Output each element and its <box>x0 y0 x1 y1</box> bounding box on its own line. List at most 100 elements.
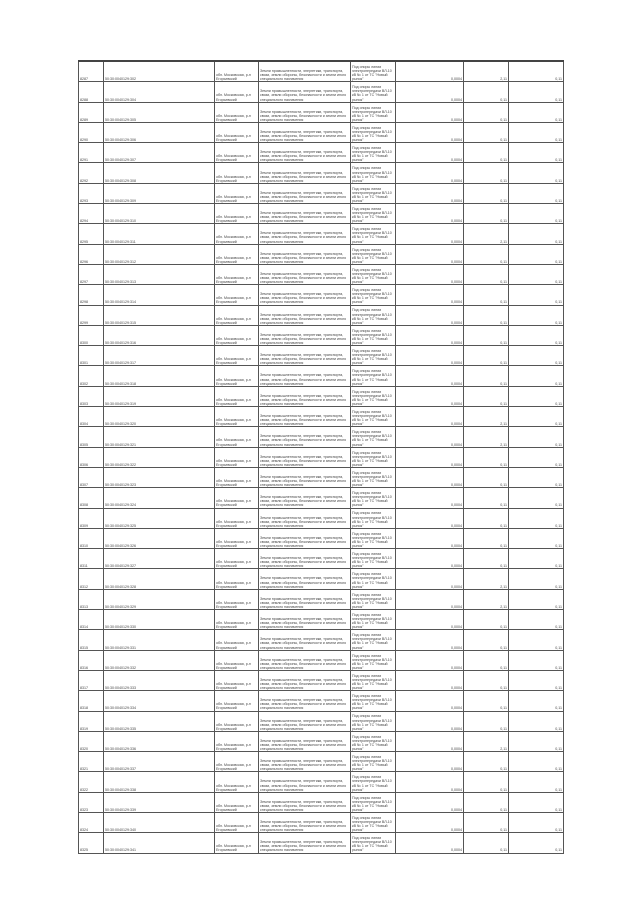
value-b: 0,11 <box>508 345 564 367</box>
row-number: 8295 <box>78 223 104 245</box>
value-b: 0,11 <box>508 121 564 144</box>
value-a: 0,11 <box>463 548 509 570</box>
area: 0,0004 <box>395 223 464 245</box>
land-category: Земли промышленности, энергетики, трансп… <box>258 223 351 245</box>
value-b: 0,11 <box>508 162 564 184</box>
cadastral-number: 50:30:0040129:331 <box>103 629 215 651</box>
table-row: 8292 50:30:0040129:308 обл. Московская, р-… <box>78 162 564 184</box>
permitted-use: Под опоры линии электропередачи ВЛ-10 кВ… <box>350 304 396 326</box>
permitted-use: Под опоры линии электропередачи ВЛ-10 кВ… <box>350 832 396 854</box>
value-b: 0,11 <box>508 588 564 611</box>
cadastral-number: 50:30:0040129:325 <box>103 507 215 529</box>
permitted-use: Под опоры линии электропередачи ВЛ-10 кВ… <box>350 669 396 692</box>
permitted-use: Под опоры линии электропередачи ВЛ-10 кВ… <box>350 771 396 793</box>
permitted-use: Под опоры линии электропередачи ВЛ-10 кВ… <box>350 588 396 611</box>
row-number: 8317 <box>78 669 104 692</box>
address: обл. Московская, р-н Егорьевский <box>214 426 259 448</box>
area: 0,0004 <box>395 263 464 286</box>
area: 0,0004 <box>395 243 464 265</box>
row-number: 8307 <box>78 466 104 489</box>
land-category: Земли промышленности, энергетики, трансп… <box>258 101 351 123</box>
area: 0,0004 <box>395 365 464 387</box>
value-a: 0,11 <box>463 832 509 854</box>
row-number: 8302 <box>78 365 104 387</box>
land-category: Земли промышленности, энергетики, трансп… <box>258 629 351 651</box>
value-a: 0,11 <box>463 669 509 692</box>
cadastral-number: 50:30:0040129:334 <box>103 690 215 712</box>
cadastral-number: 50:30:0040129:321 <box>103 426 215 448</box>
address: обл. Московская, р-н Егорьевский <box>214 609 259 631</box>
table-row: 8303 50:30:0040129:319 обл. Московская, р-… <box>78 385 564 408</box>
area: 0,0004 <box>395 609 464 631</box>
permitted-use: Под опоры линии электропередачи ВЛ-10 кВ… <box>350 609 396 631</box>
row-number: 8325 <box>78 832 104 854</box>
value-b: 0,11 <box>508 548 564 570</box>
value-a: 0,11 <box>463 690 509 712</box>
value-b: 0,11 <box>508 690 564 712</box>
table-row: 8310 50:30:0040129:326 обл. Московская, р-… <box>78 527 564 550</box>
row-number: 8298 <box>78 284 104 306</box>
value-b: 0,11 <box>508 365 564 387</box>
table-row: 8295 50:30:0040129:311 обл. Московская, р-… <box>78 223 564 245</box>
permitted-use: Под опоры линии электропередачи ВЛ-10 кВ… <box>350 548 396 570</box>
table-row: 8321 50:30:0040129:337 обл. Московская, р-… <box>78 751 564 773</box>
land-category: Земли промышленности, энергетики, трансп… <box>258 832 351 854</box>
land-category: Земли промышленности, энергетики, трансп… <box>258 609 351 631</box>
address: обл. Московская, р-н Егорьевский <box>214 60 259 83</box>
table-row: 8307 50:30:0040129:323 обл. Московская, р-… <box>78 466 564 489</box>
table-row: 8294 50:30:0040129:310 обл. Московская, р-… <box>78 203 564 225</box>
row-number: 8323 <box>78 791 104 813</box>
permitted-use: Под опоры линии электропередачи ВЛ-10 кВ… <box>350 284 396 306</box>
value-a: 0,11 <box>463 811 509 834</box>
cadastral-number: 50:30:0040129:324 <box>103 487 215 509</box>
address: обл. Московская, р-н Егорьевский <box>214 507 259 529</box>
land-category: Земли промышленности, энергетики, трансп… <box>258 811 351 834</box>
value-b: 0,11 <box>508 385 564 408</box>
area: 0,0004 <box>395 548 464 570</box>
value-a: 0,11 <box>463 121 509 144</box>
table-row: 8317 50:30:0040129:333 обл. Московская, р-… <box>78 669 564 692</box>
land-category: Земли промышленности, энергетики, трансп… <box>258 345 351 367</box>
area: 0,0004 <box>395 304 464 326</box>
table-row: 8323 50:30:0040129:339 обл. Московская, р-… <box>78 791 564 813</box>
area: 0,0004 <box>395 60 464 83</box>
land-category: Земли промышленности, энергетики, трансп… <box>258 751 351 773</box>
value-b: 0,11 <box>508 304 564 326</box>
address: обл. Московская, р-н Егорьевский <box>214 101 259 123</box>
value-b: 0,11 <box>508 263 564 286</box>
address: обл. Московская, р-н Егорьевский <box>214 791 259 813</box>
permitted-use: Под опоры линии электропередачи ВЛ-10 кВ… <box>350 690 396 712</box>
value-b: 0,11 <box>508 710 564 732</box>
table-row: 8299 50:30:0040129:315 обл. Московская, р-… <box>78 304 564 326</box>
land-category: Земли промышленности, энергетики, трансп… <box>258 324 351 347</box>
land-category: Земли промышленности, энергетики, трансп… <box>258 507 351 529</box>
address: обл. Московская, р-н Егорьевский <box>214 832 259 854</box>
cadastral-number: 50:30:0040129:339 <box>103 791 215 813</box>
address: обл. Московская, р-н Егорьевский <box>214 182 259 205</box>
land-category: Земли промышленности, энергетики, трансп… <box>258 304 351 326</box>
table-row: 8319 50:30:0040129:335 обл. Московская, р-… <box>78 710 564 732</box>
land-category: Земли промышленности, энергетики, трансп… <box>258 446 351 468</box>
value-a: 0,11 <box>463 791 509 813</box>
value-a: 0,11 <box>463 649 509 671</box>
land-category: Земли промышленности, энергетики, трансп… <box>258 466 351 489</box>
address: обл. Московская, р-н Егорьевский <box>214 629 259 651</box>
value-a: 0,11 <box>463 304 509 326</box>
value-a: 2,11 <box>463 588 509 611</box>
row-number: 8289 <box>78 101 104 123</box>
land-category: Земли промышленности, энергетики, трансп… <box>258 568 351 590</box>
address: обл. Московская, р-н Егорьевский <box>214 162 259 184</box>
address: обл. Московская, р-н Егорьевский <box>214 649 259 671</box>
table-row: 8318 50:30:0040129:334 обл. Московская, р-… <box>78 690 564 712</box>
value-b: 0,11 <box>508 791 564 813</box>
area: 0,0004 <box>395 649 464 671</box>
permitted-use: Под опоры линии электропередачи ВЛ-10 кВ… <box>350 203 396 225</box>
table-row: 8289 50:30:0040129:305 обл. Московская, р-… <box>78 101 564 123</box>
value-b: 0,11 <box>508 568 564 590</box>
permitted-use: Под опоры линии электропередачи ВЛ-10 кВ… <box>350 81 396 103</box>
value-a: 0,11 <box>463 142 509 164</box>
cadastral-number: 50:30:0040129:333 <box>103 669 215 692</box>
area: 0,0004 <box>395 791 464 813</box>
permitted-use: Под опоры линии электропередачи ВЛ-10 кВ… <box>350 446 396 468</box>
row-number: 8318 <box>78 690 104 712</box>
